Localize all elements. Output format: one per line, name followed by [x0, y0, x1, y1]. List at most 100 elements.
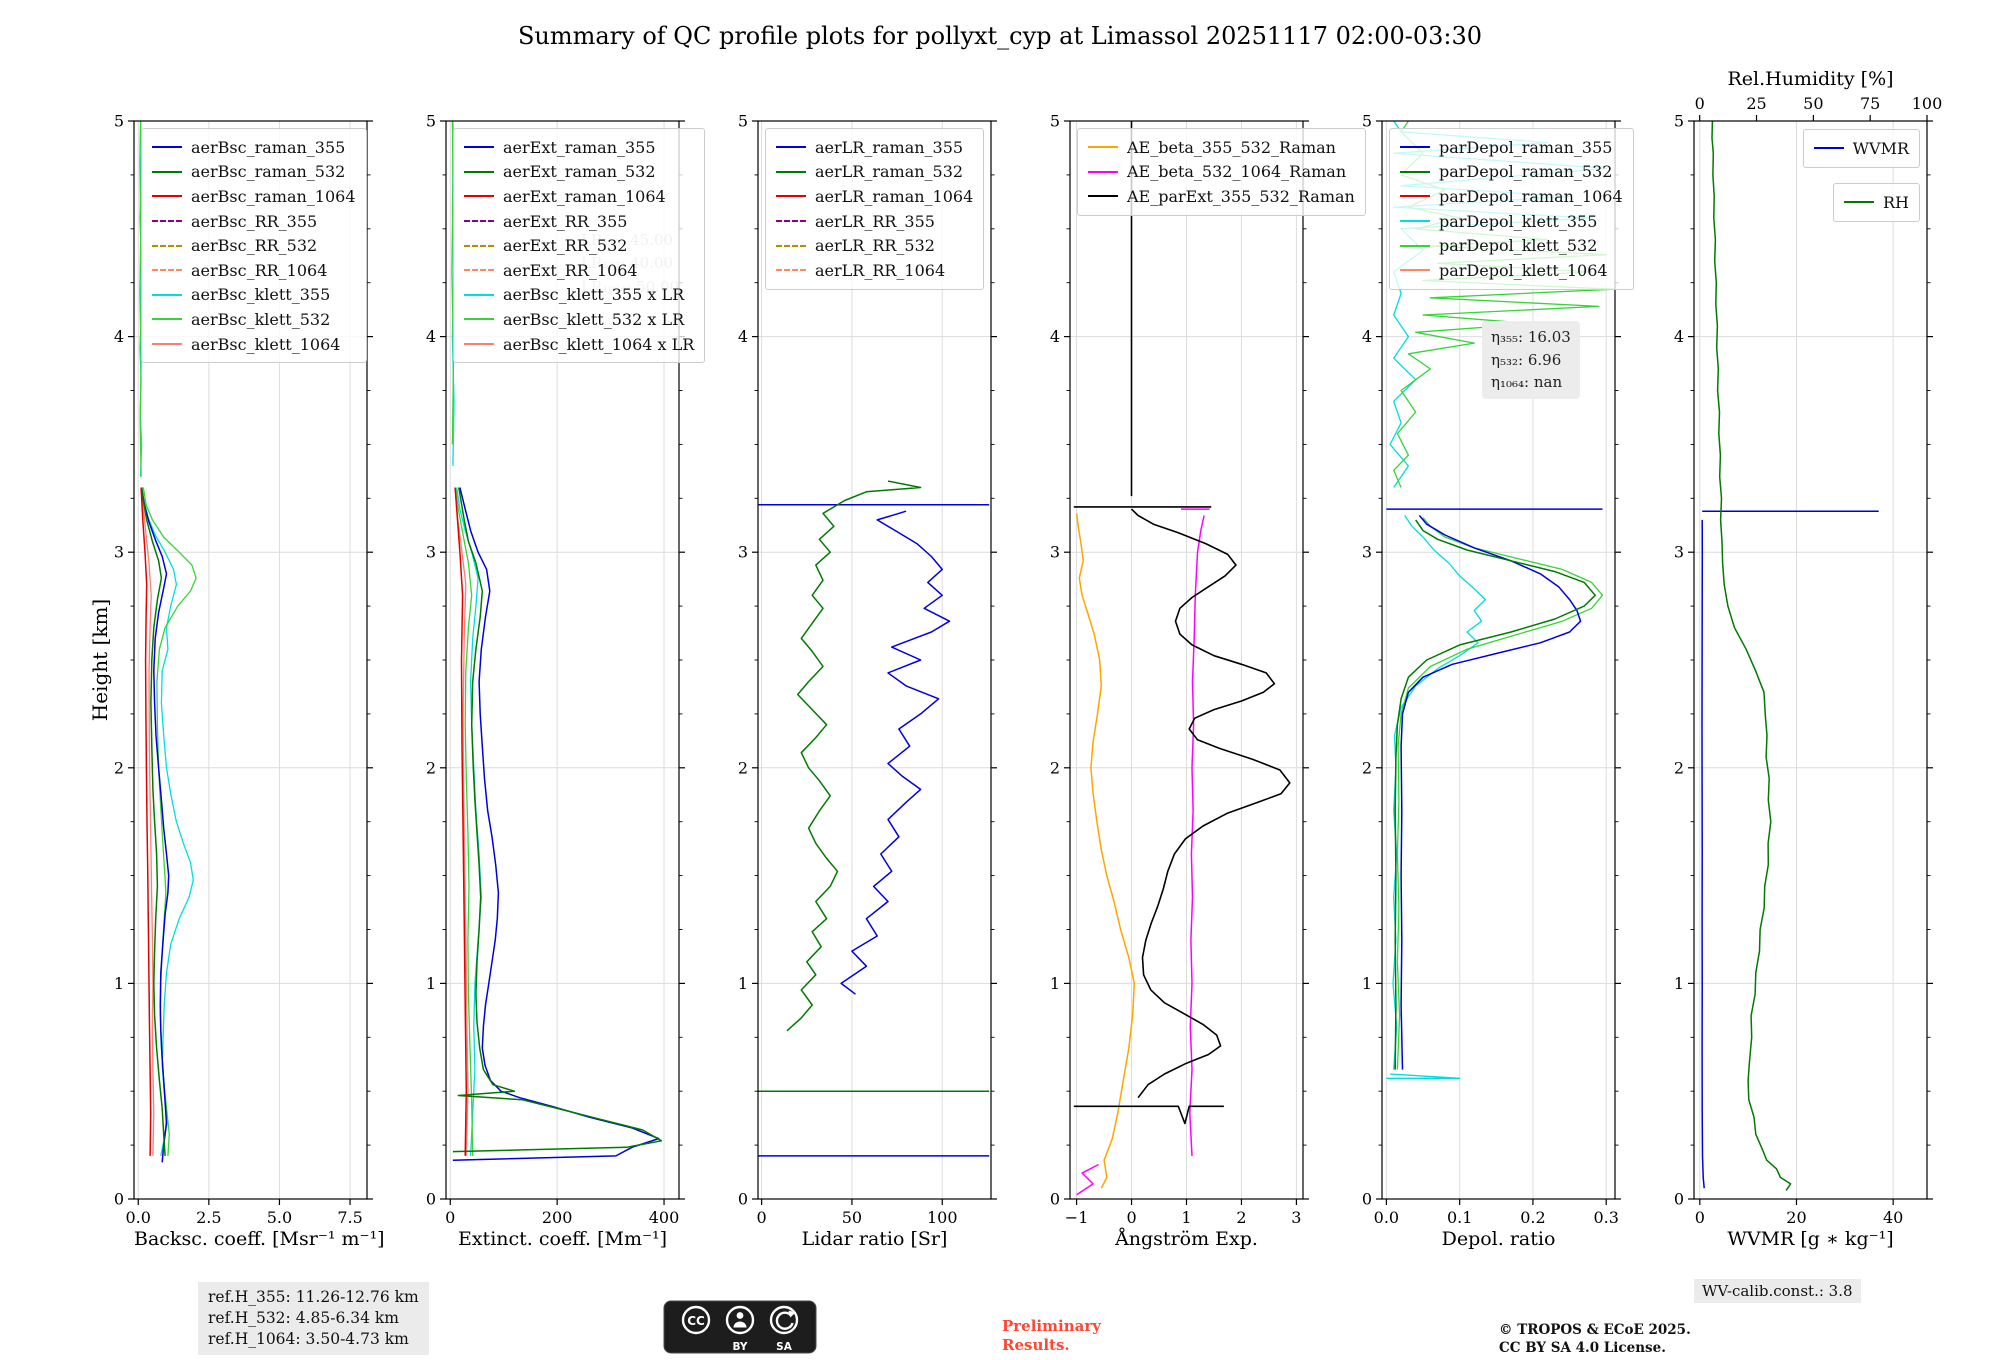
- y-tick-label: 3: [426, 543, 436, 562]
- legend-entry-aerlr-raman-355: aerLR_raman_355: [776, 135, 973, 160]
- series-aerLR_raman_532: [786, 480, 922, 1032]
- top-tick-label: 0: [1695, 94, 1705, 113]
- y-tick-label: 2: [738, 758, 748, 777]
- y-tick-label: 4: [426, 327, 436, 346]
- top-tick-label: 75: [1860, 94, 1880, 113]
- x-tick-label: 100: [927, 1208, 958, 1227]
- x-tick-label: 0.0: [126, 1208, 151, 1227]
- panel-lidar-ratio: 0 50 100 0 1 2 3 4 5: [738, 112, 997, 1227]
- legend-line-sample: [464, 146, 494, 149]
- legend-extinction: aerExt_raman_355 aerExt_raman_532 aerExt_r…: [453, 128, 706, 364]
- legend-line-sample: [152, 318, 182, 321]
- series-aerBsc_klett_355: [140, 487, 194, 1157]
- legend-line-sample: [464, 244, 494, 247]
- legend-label: parDepol_klett_532: [1439, 236, 1598, 256]
- series-AE_beta_355_532_Raman: [1075, 513, 1136, 1189]
- series-AE_beta_532_1064_Raman: [1189, 515, 1205, 1156]
- legend-line-sample: [152, 343, 182, 346]
- legend-line-sample: [776, 220, 806, 223]
- legend-entry-rh: RH: [1844, 190, 1909, 215]
- x-axis-label-backscatter: Backsc. coeff. [Msr⁻¹ m⁻¹]: [134, 1228, 385, 1250]
- legend-entry-aerbsc-klett-355-x-lr: aerBsc_klett_355 x LR: [464, 283, 694, 308]
- series-parDepol_klett_532: [1396, 517, 1604, 1070]
- legend-entry-aerlr-rr-355: aerLR_RR_355: [776, 209, 973, 234]
- y-axis-label: Height [km]: [88, 598, 112, 722]
- legend-line-sample: [464, 220, 494, 223]
- y-tick-label: 2: [1362, 758, 1372, 777]
- y-tick-label: 3: [114, 543, 124, 562]
- legend-line-sample: [1088, 170, 1118, 173]
- legend-label: parDepol_raman_355: [1439, 137, 1613, 157]
- cc-by-label: BY: [732, 1341, 747, 1353]
- top-tick-label: 50: [1803, 94, 1823, 113]
- preliminary-line-1: Preliminary: [1002, 1317, 1101, 1335]
- series-aerBsc_klett_1064_xLR: [454, 487, 469, 1156]
- legend-backscatter: aerBsc_raman_355 aerBsc_raman_532 aerBsc_r…: [141, 128, 367, 364]
- y-tick-label: 2: [426, 758, 436, 777]
- legend-lidar-ratio: aerLR_raman_355 aerLR_raman_532 aerLR_rama…: [765, 128, 985, 290]
- y-tick-label: 5: [1362, 112, 1372, 131]
- legend-label: aerLR_raman_532: [815, 162, 964, 182]
- x-tick-label: 1: [1181, 1208, 1191, 1227]
- legend-entry-pardepol-klett-532: parDepol_klett_532: [1400, 233, 1623, 258]
- legend-label: parDepol_raman_532: [1439, 162, 1613, 182]
- legend-line-sample: [464, 343, 494, 346]
- x-tick-label: 3: [1291, 1208, 1301, 1227]
- top-axis-label-humidity: Rel.Humidity [%]: [1727, 68, 1894, 90]
- y-tick-label: 2: [114, 758, 124, 777]
- x-tick-label: 40: [1883, 1208, 1903, 1227]
- x-tick-label: 5.0: [267, 1208, 292, 1227]
- legend-wvmr-rh: RH: [1833, 183, 1920, 222]
- series-aerExt_raman_355: [452, 487, 660, 1161]
- legend-line-sample: [152, 170, 182, 173]
- panel-angstrom: −1 0 1 2 3 0 1 2 3 4 5: [1050, 112, 1309, 1227]
- legend-label: aerExt_raman_532: [503, 162, 656, 182]
- x-axis-label-extinction: Extinct. coeff. [Mm⁻¹]: [457, 1228, 668, 1250]
- panel-extinction: 0 200 400 0 1 2 3 4 5: [426, 112, 685, 1227]
- legend-line-sample: [464, 269, 494, 272]
- y-tick-label: 3: [1050, 543, 1060, 562]
- legend-entry-aerlr-raman-1064: aerLR_raman_1064: [776, 184, 973, 209]
- legend-line-sample: [776, 244, 806, 247]
- figure-title: Summary of QC profile plots for pollyxt_…: [517, 22, 1483, 50]
- y-tick-label: 0: [1674, 1190, 1684, 1209]
- series-parDepol_klett_355: [1386, 1073, 1461, 1079]
- series-parDepol_raman_532: [1394, 519, 1596, 1070]
- legend-line-sample: [1400, 220, 1430, 223]
- y-tick-label: 0: [738, 1190, 748, 1209]
- legend-label: aerBsc_RR_1064: [191, 260, 328, 280]
- x-tick-label: 0.3: [1593, 1208, 1618, 1227]
- legend-line-sample: [464, 170, 494, 173]
- legend-entry-ae-parext-355-532-raman: AE_parExt_355_532_Raman: [1088, 184, 1355, 209]
- y-tick-label: 3: [738, 543, 748, 562]
- refh-355: ref.H_355: 11.26-12.76 km: [208, 1288, 419, 1306]
- legend-line-sample: [1088, 146, 1118, 149]
- legend-entry-ae-beta-355-532-raman: AE_beta_355_532_Raman: [1088, 135, 1355, 160]
- y-tick-label: 3: [1674, 543, 1684, 562]
- legend-entry-aerext-raman-532: aerExt_raman_532: [464, 160, 694, 185]
- legend-entry-aerbsc-klett-532: aerBsc_klett_532: [152, 307, 356, 332]
- panel-backscatter: 0.0 2.5 5.0 7.5 0 1 2 3 4 5: [114, 112, 373, 1227]
- x-axis-label-depol: Depol. ratio: [1441, 1228, 1556, 1250]
- series-aerBsc_klett_532_xLR: [451, 120, 455, 445]
- legend-label: parDepol_klett_355: [1439, 211, 1598, 231]
- y-tick-label: 1: [114, 974, 124, 993]
- sa-arrowhead-icon: [788, 1310, 796, 1318]
- legend-line-sample: [1400, 244, 1430, 247]
- legend-label: parDepol_raman_1064: [1439, 186, 1623, 206]
- legend-label: aerBsc_klett_355 x LR: [503, 285, 685, 305]
- legend-depol: parDepol_raman_355 parDepol_raman_532 parD…: [1389, 128, 1634, 290]
- person-icon: [736, 1312, 744, 1319]
- legend-line-sample: [464, 293, 494, 296]
- legend-line-sample: [1813, 147, 1844, 150]
- legend-label: aerLR_RR_355: [815, 211, 935, 231]
- series-WVMR: [1701, 519, 1705, 1189]
- series-AE_parExt_355_532_Raman: [1130, 508, 1291, 1099]
- by-circle-icon: [725, 1305, 755, 1335]
- legend-entry-pardepol-klett-1064: parDepol_klett_1064: [1400, 258, 1623, 283]
- reference-height-note: ref.H_355: 11.26-12.76 km ref.H_532: 4.8…: [198, 1282, 429, 1355]
- x-tick-label: 0: [445, 1208, 455, 1227]
- y-tick-label: 2: [1050, 758, 1060, 777]
- x-tick-label: 0.0: [1374, 1208, 1399, 1227]
- legend-label: aerLR_raman_1064: [815, 186, 974, 206]
